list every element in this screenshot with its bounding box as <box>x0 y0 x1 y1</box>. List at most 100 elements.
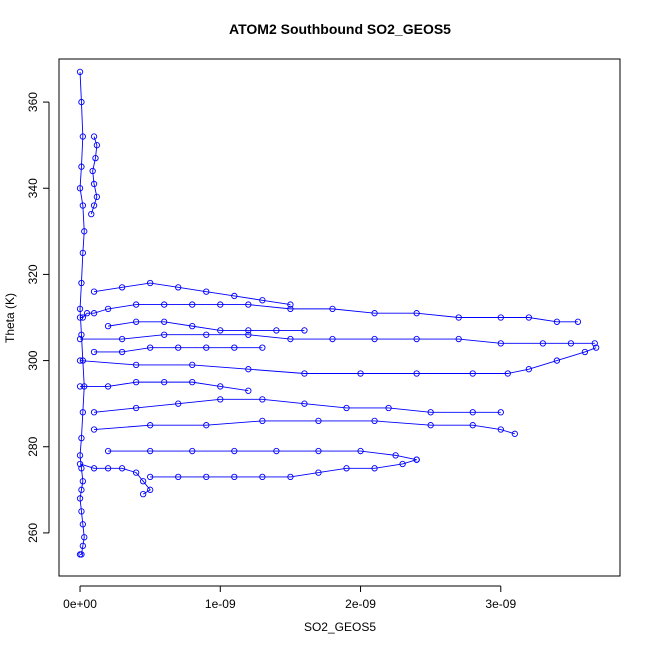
data-point <box>525 366 532 373</box>
data-point <box>147 422 154 429</box>
data-point <box>90 133 98 140</box>
data-point <box>259 417 266 425</box>
y-tick-label: 300 <box>26 350 40 370</box>
data-point <box>504 370 511 377</box>
data-point <box>427 409 434 416</box>
data-point <box>455 335 462 343</box>
series-line <box>108 321 305 331</box>
series-line <box>108 450 417 461</box>
data-point <box>76 357 84 364</box>
data-point <box>147 344 154 351</box>
data-point <box>567 340 575 347</box>
data-point <box>189 361 196 369</box>
data-point <box>161 378 168 386</box>
data-point <box>118 284 126 291</box>
data-point <box>371 465 378 472</box>
data-point <box>104 447 112 455</box>
series-line <box>150 459 417 478</box>
data-point <box>259 344 266 351</box>
x-tick-label: 3e-09 <box>485 597 516 611</box>
data-point <box>90 288 98 295</box>
data-point <box>217 396 224 403</box>
data-point <box>175 400 182 407</box>
data-point <box>189 301 196 308</box>
y-tick-label: 360 <box>26 92 40 112</box>
data-point <box>132 301 140 308</box>
data-point <box>245 301 252 308</box>
data-point <box>357 370 364 377</box>
data-point <box>539 340 547 347</box>
data-point <box>90 426 98 433</box>
series-line <box>80 334 595 344</box>
data-point <box>497 409 504 416</box>
y-axis: 260 280 300 320 340 360 <box>26 92 50 543</box>
y-tick-label: 280 <box>26 436 40 456</box>
data-point <box>88 210 95 218</box>
data-point <box>90 180 98 188</box>
data-point <box>413 310 420 317</box>
data-point <box>217 383 224 390</box>
data-point <box>287 301 294 308</box>
data-point <box>301 370 308 377</box>
data-point <box>245 387 252 394</box>
data-point <box>81 534 88 541</box>
data-point <box>581 348 589 356</box>
data-point <box>79 478 86 485</box>
data-point <box>175 344 182 351</box>
data-point <box>203 344 210 351</box>
y-tick-label: 320 <box>26 264 40 284</box>
data-point <box>118 335 126 343</box>
data-point <box>147 279 154 287</box>
data-point <box>132 378 140 386</box>
data-point <box>511 430 518 437</box>
data-point <box>497 340 504 347</box>
data-point <box>104 322 112 330</box>
data-point <box>189 447 196 455</box>
data-point <box>259 396 266 403</box>
data-point <box>118 348 126 356</box>
data-layer <box>76 68 600 558</box>
data-point <box>343 465 350 472</box>
data-point <box>469 409 476 416</box>
data-point <box>90 310 98 317</box>
data-point <box>79 133 86 140</box>
series-line <box>80 304 578 323</box>
data-point <box>104 465 112 472</box>
data-point <box>81 228 88 235</box>
data-point <box>469 370 476 377</box>
plot-frame <box>58 58 621 577</box>
data-point <box>79 521 86 528</box>
data-point <box>92 154 99 162</box>
data-point <box>147 447 154 455</box>
data-point <box>231 344 238 351</box>
series-line <box>93 282 291 306</box>
series-line <box>79 463 151 495</box>
data-point <box>574 318 582 325</box>
data-point <box>329 305 336 313</box>
data-point <box>175 284 182 291</box>
series-line <box>94 420 515 435</box>
data-point <box>78 508 85 515</box>
data-point <box>79 249 86 257</box>
data-point <box>139 478 147 485</box>
data-point <box>104 383 112 390</box>
data-point <box>343 404 350 412</box>
data-point <box>315 417 322 425</box>
data-point <box>392 452 399 459</box>
data-point <box>203 331 210 338</box>
x-axis: 0e+00 1e-09 2e-09 3e-09 <box>63 585 516 611</box>
data-point <box>357 447 364 455</box>
series-line <box>80 381 249 392</box>
data-point <box>315 469 322 476</box>
data-point <box>76 495 84 502</box>
data-point <box>90 348 98 356</box>
series-line <box>90 136 98 215</box>
x-axis-label: SO2_GEOS5 <box>304 620 376 634</box>
data-point <box>371 310 378 317</box>
data-point <box>203 288 210 295</box>
data-point <box>161 301 168 308</box>
data-point <box>259 473 266 481</box>
data-point <box>427 422 434 429</box>
x-tick-label: 2e-09 <box>345 597 376 611</box>
data-point <box>76 460 84 468</box>
